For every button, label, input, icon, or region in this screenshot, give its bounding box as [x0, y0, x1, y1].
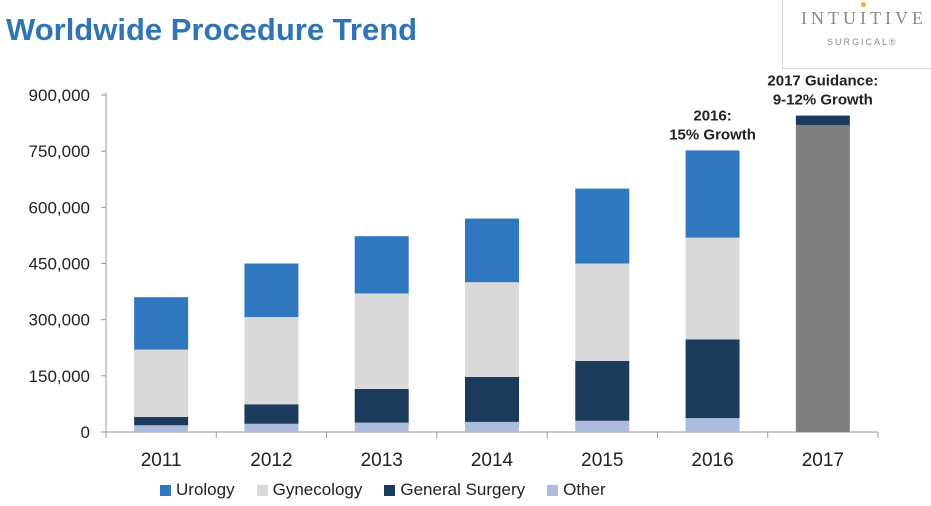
logo-subtext: SURGICAL® — [827, 37, 898, 47]
legend-label: Other — [563, 480, 606, 499]
bar-other-2015 — [575, 420, 630, 432]
bar-urology-2011 — [134, 297, 189, 350]
bar-gynecology-2012 — [244, 317, 299, 405]
growth-annotation: 2016: — [693, 107, 731, 124]
bar-general-surgery-2015 — [575, 360, 630, 421]
bar-gynecology-2011 — [134, 349, 189, 418]
y-tick-label: 750,000 — [29, 142, 90, 161]
legend-item-general-surgery: General Surgery — [384, 480, 525, 500]
legend-swatch — [547, 484, 559, 496]
y-tick-label: 600,000 — [29, 198, 90, 217]
bar-other-2012 — [244, 423, 299, 432]
x-tick-label: 2017 — [802, 450, 844, 470]
y-tick-label: 450,000 — [29, 255, 90, 274]
legend-swatch — [384, 484, 396, 496]
x-tick-label: 2015 — [581, 450, 623, 470]
legend-item-gynecology: Gynecology — [256, 480, 363, 500]
growth-annotation: 15% Growth — [669, 126, 756, 143]
procedure-trend-chart: 0 150,000 300,000 450,000 600,000 750,000 900,… — [29, 73, 879, 470]
bar-gynecology-2015 — [575, 263, 630, 361]
bar-urology-2016 — [685, 150, 740, 238]
growth-annotation: 2017 Guidance: — [767, 73, 878, 90]
x-tick-label: 2014 — [471, 450, 514, 470]
growth-annotation: 9-12% Growth — [773, 92, 873, 109]
bar-general-surgery-2011 — [134, 417, 189, 426]
bar-urology-2013 — [354, 236, 409, 294]
y-tick-label: 150,000 — [29, 367, 90, 386]
x-tick-label: 2012 — [250, 450, 292, 470]
legend-label: General Surgery — [400, 480, 526, 499]
legend-label: Urology — [176, 480, 235, 499]
bar-gynecology-2016 — [685, 237, 740, 340]
logo-wordmark: INTUITIVE — [801, 8, 927, 28]
bar-general-surgery-2014 — [465, 376, 519, 422]
y-tick-label: 900,000 — [29, 86, 90, 105]
y-tick-label: 0 — [81, 423, 90, 442]
x-tick-label: 2011 — [141, 450, 182, 470]
bar-gynecology-2013 — [354, 293, 409, 389]
legend-swatch — [256, 484, 268, 496]
bar-general-surgery-2012 — [244, 404, 299, 424]
bar-other-2014 — [465, 421, 519, 432]
y-tick-label: 300,000 — [29, 311, 90, 330]
legend-label: Gynecology — [272, 480, 363, 499]
bar-urology-2012 — [244, 263, 299, 318]
bar-other-2011 — [134, 425, 189, 432]
bar-general-surgery-2016 — [685, 339, 740, 419]
x-tick-label: 2016 — [691, 450, 733, 470]
bar-urology-2015 — [575, 188, 630, 264]
legend-item-urology: Urology — [160, 480, 235, 500]
bar-guidance-range-2017 — [795, 115, 850, 125]
bar-other-2016 — [685, 418, 740, 432]
logo-dot-icon — [861, 2, 866, 7]
bar-other-2013 — [354, 422, 409, 432]
bar-general-surgery-2013 — [354, 388, 409, 423]
legend-swatch — [160, 484, 171, 496]
legend-item-other: Other — [547, 480, 606, 500]
page-title: Worldwide Procedure Trend — [6, 12, 418, 47]
chart-legend: Urology Gynecology General Surgery Other — [160, 480, 606, 500]
bar-gynecology-2014 — [465, 282, 519, 377]
bar-urology-2014 — [465, 218, 519, 283]
bar-guidance-2017 — [795, 124, 850, 432]
company-logo: INTUITIVE SURGICAL® — [782, 0, 931, 69]
x-tick-label: 2013 — [361, 450, 403, 470]
